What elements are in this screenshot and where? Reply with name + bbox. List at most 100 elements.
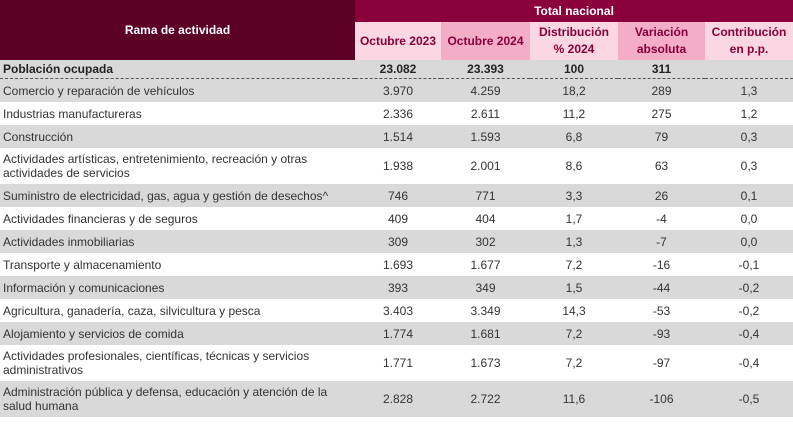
total-row: Población ocupada 23.082 23.393 100 311 (0, 60, 793, 79)
cell: 18,2 (530, 78, 618, 102)
row-label: Transporte y almacenamiento (3, 257, 162, 272)
row-label: Suministro de electricidad, gas, agua y … (0, 184, 355, 207)
cell: 3.349 (470, 303, 501, 318)
cell: 1.673 (470, 356, 501, 370)
cell: 100 (530, 60, 618, 79)
cell: 1.774 (355, 322, 441, 345)
cell: 0,1 (705, 184, 793, 207)
cell: 2.001 (470, 159, 501, 173)
cell: 409 (387, 211, 409, 226)
cell: 1.593 (441, 125, 530, 148)
cell: 1,3 (705, 78, 793, 102)
row-label: Actividades profesionales, científicas, … (3, 349, 310, 377)
cell: 1,3 (530, 230, 618, 253)
table-row: Actividades profesionales, científicas, … (0, 345, 793, 381)
row-label: Comercio y reparación de vehículos (0, 78, 355, 102)
table-row: Alojamiento y servicios de comida 1.774 1.… (0, 322, 793, 345)
cell: 1.677 (470, 257, 501, 272)
row-label: Agricultura, ganadería, caza, silvicultu… (3, 303, 261, 318)
row-label: Industrias manufactureras (3, 106, 142, 121)
cell: 2.828 (355, 381, 441, 417)
cell: 14,3 (562, 303, 586, 318)
cell: 1.693 (382, 257, 414, 272)
cell: -44 (618, 276, 705, 299)
table-row: Actividades artísticas, entretenimiento,… (0, 148, 793, 184)
employment-table: Rama de actividad Total nacional Octubre… (0, 0, 793, 417)
table-row: Construcción 1.514 1.593 6,8 79 0,3 (0, 125, 793, 148)
cell: 3,3 (530, 184, 618, 207)
cell: 0,3 (705, 125, 793, 148)
cell: 8,6 (565, 159, 583, 173)
cell: 23.393 (441, 60, 530, 79)
cell: 7,2 (530, 322, 618, 345)
table-row: Actividades financieras y de seguros 409 4… (0, 207, 793, 230)
table-row: Administración pública y defensa, educac… (0, 381, 793, 417)
cell: 11,6 (530, 381, 618, 417)
cell: 1.514 (355, 125, 441, 148)
cell: -97 (652, 356, 671, 370)
table-row: Comercio y reparación de vehículos 3.970 4… (0, 78, 793, 102)
cell: 23.082 (355, 60, 441, 79)
cell: -4 (656, 211, 667, 226)
cell: 404 (475, 211, 496, 226)
table-row: Información y comunicaciones 393 349 1,5 -44… (0, 276, 793, 299)
table-row: Agricultura, ganadería, caza, silvicultu… (0, 299, 793, 322)
header-octubre-2024: Octubre 2024 (441, 22, 530, 60)
cell: 0,0 (705, 230, 793, 253)
cell: 302 (441, 230, 530, 253)
cell: 2.611 (470, 106, 501, 121)
cell: 349 (441, 276, 530, 299)
cell: 1,7 (565, 211, 583, 226)
cell: 2.722 (441, 381, 530, 417)
cell: 26 (618, 184, 705, 207)
table-row: Suministro de electricidad, gas, agua y … (0, 184, 793, 207)
table-row: Industrias manufactureras 2.336 2.611 11,2 2… (0, 102, 793, 125)
table-row: Actividades inmobiliarias 309 302 1,3 -7 0,0 (0, 230, 793, 253)
cell: 3.403 (382, 303, 414, 318)
cell: 1.938 (382, 159, 414, 173)
cell: 0,0 (740, 211, 758, 226)
header-rama: Rama de actividad (0, 0, 355, 60)
cell: 6,8 (530, 125, 618, 148)
cell: 1.681 (441, 322, 530, 345)
row-label: Información y comunicaciones (0, 276, 355, 299)
header-contribucion: Contribución en p.p. (705, 22, 793, 60)
row-label: Administración pública y defensa, educac… (0, 381, 355, 417)
row-label: Alojamiento y servicios de comida (0, 322, 355, 345)
row-label: Actividades financieras y de seguros (3, 211, 198, 226)
cell: 4.259 (441, 78, 530, 102)
cell: 393 (355, 276, 441, 299)
cell: 275 (651, 106, 672, 121)
cell: 63 (654, 159, 669, 173)
row-label: Actividades inmobiliarias (0, 230, 355, 253)
cell: -7 (618, 230, 705, 253)
cell: -0,4 (738, 356, 760, 370)
header-octubre-2023: Octubre 2023 (355, 22, 441, 60)
cell: 3.970 (355, 78, 441, 102)
cell: 1.771 (382, 356, 414, 370)
cell: 289 (618, 78, 705, 102)
table-row: Transporte y almacenamiento 1.693 1.677 7,2… (0, 253, 793, 276)
row-label: Población ocupada (0, 60, 355, 79)
cell: -53 (652, 303, 671, 318)
cell: 1,2 (740, 106, 758, 121)
cell: -16 (652, 257, 671, 272)
cell: 79 (618, 125, 705, 148)
cell: -0,2 (738, 303, 760, 318)
cell: 746 (355, 184, 441, 207)
cell: 2.336 (382, 106, 414, 121)
cell: 7,2 (565, 257, 583, 272)
header-total-nacional: Total nacional (355, 0, 793, 22)
cell: -0,2 (705, 276, 793, 299)
cell: 11,2 (562, 106, 586, 121)
cell: 1,5 (530, 276, 618, 299)
cell: 7,2 (565, 356, 583, 370)
cell: 771 (441, 184, 530, 207)
row-label: Actividades artísticas, entretenimiento,… (3, 152, 308, 180)
header-variacion: Variación absoluta (618, 22, 705, 60)
cell: -0,5 (705, 381, 793, 417)
cell: -106 (618, 381, 705, 417)
cell (705, 60, 793, 79)
cell: 0,3 (740, 159, 758, 173)
cell: 311 (618, 60, 705, 79)
